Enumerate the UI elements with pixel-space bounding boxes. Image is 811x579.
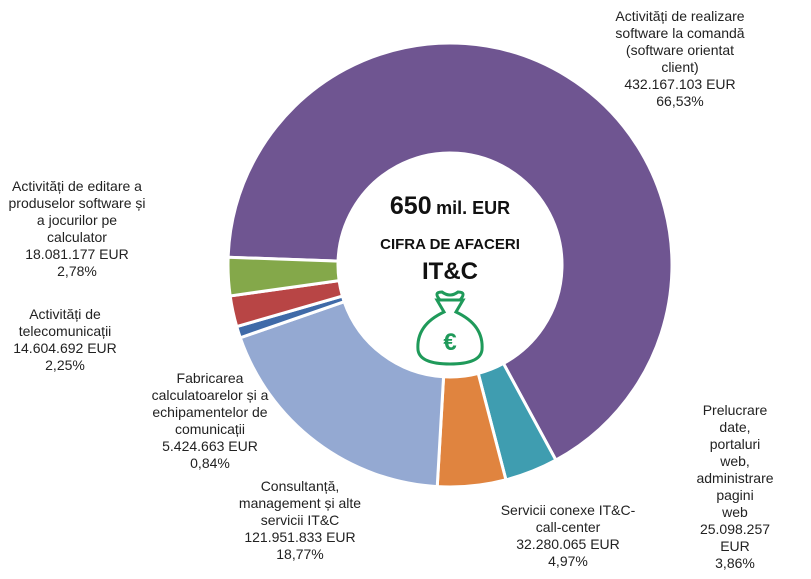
amount: 32.280.065 EUR bbox=[516, 536, 620, 552]
category: Prelucrare date, portaluri web, administ… bbox=[696, 402, 774, 520]
slices bbox=[226, 41, 674, 489]
center-line3: IT&C bbox=[422, 258, 478, 285]
category: Activități de editare a produselor softw… bbox=[8, 178, 146, 245]
money-bag-icon: € bbox=[416, 290, 484, 366]
amount: 121.951.833 EUR bbox=[244, 529, 356, 545]
category: Activități de realizare software la coma… bbox=[615, 8, 745, 75]
amount: 25.098.257 EUR bbox=[699, 521, 771, 554]
category: Fabricarea calculatoarelor și a echipame… bbox=[151, 370, 269, 437]
slice-label: Prelucrare date, portaluri web, administ… bbox=[696, 402, 773, 572]
slice-label: Servicii conexe IT&C- call-center 32.280.… bbox=[501, 502, 636, 570]
category: Consultanță, management și alte servicii… bbox=[238, 478, 362, 528]
slice-label: Consultanță, management și alte servicii… bbox=[239, 478, 361, 563]
slice-label: Activități de editare a produselor softw… bbox=[9, 178, 146, 280]
percent: 18,77% bbox=[276, 546, 324, 562]
amount: 432.167.103 EUR bbox=[624, 76, 736, 92]
slice-label: Activități de telecomunicații 14.604.692 … bbox=[13, 306, 117, 374]
slice bbox=[226, 41, 674, 463]
percent: 66,53% bbox=[656, 93, 704, 109]
slice-label: Activități de realizare software la coma… bbox=[615, 8, 744, 110]
percent: 2,25% bbox=[45, 357, 85, 373]
slice-label: Fabricarea calculatoarelor și a echipame… bbox=[152, 370, 269, 472]
category: Activități de telecomunicații bbox=[18, 306, 112, 339]
center-amount: 650 mil. EUR bbox=[389, 192, 511, 220]
percent: 3,86% bbox=[715, 555, 755, 571]
slice bbox=[226, 255, 341, 298]
amount: 5.424.663 EUR bbox=[162, 438, 258, 454]
slice bbox=[238, 299, 446, 489]
percent: 4,97% bbox=[548, 553, 588, 569]
percent: 0,84% bbox=[190, 455, 230, 471]
category: Servicii conexe IT&C- call-center bbox=[500, 502, 636, 535]
svg-text:€: € bbox=[443, 329, 456, 356]
amount: 14.604.692 EUR bbox=[13, 340, 117, 356]
center-line2: CIFRA DE AFACERI bbox=[380, 236, 520, 253]
amount: 18.081.177 EUR bbox=[25, 246, 129, 262]
percent: 2,78% bbox=[57, 263, 97, 279]
